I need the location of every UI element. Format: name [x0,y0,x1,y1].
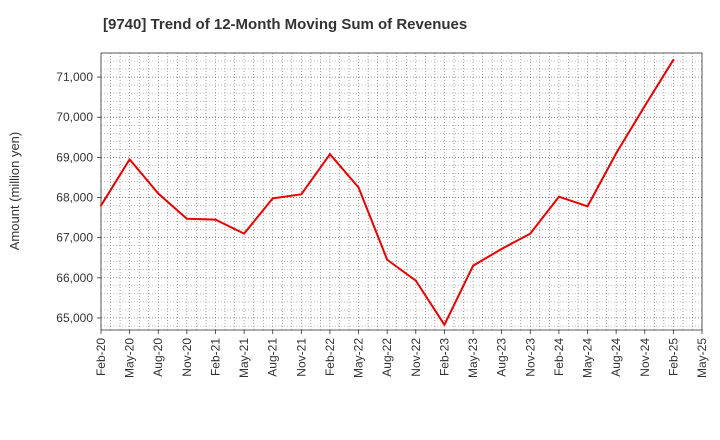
x-tick-label: May-25 [695,338,709,378]
x-tick-label: May-24 [581,338,595,378]
x-tick-label: Nov-22 [409,338,423,377]
x-tick-label: May-21 [237,338,251,378]
data-point [443,323,446,326]
y-axis: 65,000 66,000 67,000 68,000 69,000 70,000 71,0… [56,70,101,325]
y-tick-label: 66,000 [56,271,93,285]
x-tick-label: Aug-23 [495,338,509,377]
x-tick-label: Aug-20 [151,338,165,377]
data-point [386,258,389,261]
y-tick-label: 69,000 [56,150,93,164]
data-point [271,197,274,200]
y-tick-label: 67,000 [56,231,93,245]
data-point [643,104,646,107]
data-point [557,195,560,198]
x-tick-label: Aug-24 [609,338,623,377]
x-tick-label: May-23 [466,338,480,378]
y-tick-label: 70,000 [56,110,93,124]
series [100,58,675,326]
data-point [672,58,675,61]
y-tick-label: 71,000 [56,70,93,84]
x-tick-label: Nov-23 [523,338,537,377]
chart-title: [9740] Trend of 12-Month Moving Sum of R… [103,16,468,33]
x-tick-label: Feb-21 [208,338,222,376]
data-point [185,217,188,220]
x-tick-label: Feb-22 [323,338,337,376]
x-tick-label: May-20 [123,338,137,378]
x-tick-label: Feb-20 [94,338,108,376]
data-point [500,247,503,250]
plot-area [100,52,703,331]
data-point [472,264,475,267]
x-tick-label: Feb-23 [437,338,451,376]
data-point [128,158,131,161]
grid [100,52,703,330]
data-point [243,232,246,235]
x-tick-label: Feb-25 [666,338,680,376]
y-axis-label: Amount (million yen) [7,132,22,251]
x-tick-label: Nov-24 [638,338,652,377]
series-line [100,59,675,326]
x-tick-label: Aug-21 [266,338,280,377]
y-tick-label: 65,000 [56,311,93,325]
x-tick-label: Nov-20 [180,338,194,377]
data-point [214,218,217,221]
data-point [100,204,102,207]
x-axis: Feb-20 May-20 Aug-20 Nov-20 Feb-21 May-21 Aug-… [94,330,709,378]
data-point [529,232,532,235]
x-tick-label: Aug-22 [380,338,394,377]
data-point [328,153,331,156]
x-tick-label: May-22 [352,338,366,378]
data-point [157,192,160,195]
data-point [414,279,417,282]
data-point [615,152,618,155]
x-tick-label: Nov-21 [294,338,308,377]
data-point [586,205,589,208]
data-point [357,186,360,189]
x-tick-label: Feb-24 [552,338,566,376]
y-tick-label: 68,000 [56,191,93,205]
data-point [300,193,303,196]
